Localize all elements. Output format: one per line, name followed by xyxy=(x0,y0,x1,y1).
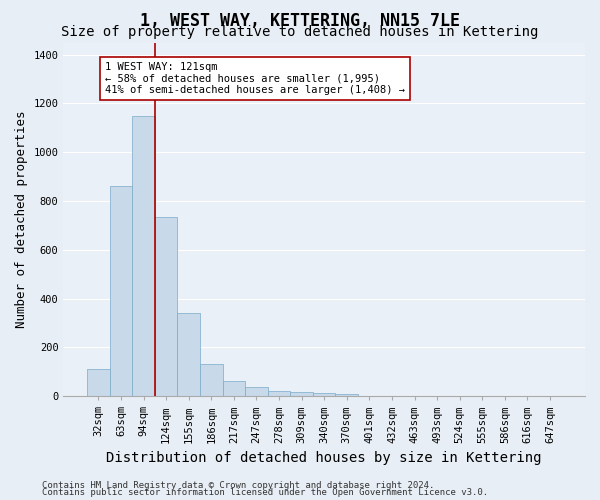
Bar xyxy=(335,394,358,396)
Text: Size of property relative to detached houses in Kettering: Size of property relative to detached ho… xyxy=(61,25,539,39)
Text: 1, WEST WAY, KETTERING, NN15 7LE: 1, WEST WAY, KETTERING, NN15 7LE xyxy=(140,12,460,30)
Bar xyxy=(87,370,110,396)
Y-axis label: Number of detached properties: Number of detached properties xyxy=(15,110,28,328)
Bar xyxy=(223,381,245,396)
Bar xyxy=(290,392,313,396)
Bar xyxy=(155,217,178,396)
Text: Contains public sector information licensed under the Open Government Licence v3: Contains public sector information licen… xyxy=(42,488,488,497)
Bar xyxy=(245,387,268,396)
Bar xyxy=(313,393,335,396)
Bar xyxy=(110,186,132,396)
Bar xyxy=(268,391,290,396)
Text: 1 WEST WAY: 121sqm
← 58% of detached houses are smaller (1,995)
41% of semi-deta: 1 WEST WAY: 121sqm ← 58% of detached hou… xyxy=(105,62,405,95)
Bar xyxy=(200,364,223,396)
X-axis label: Distribution of detached houses by size in Kettering: Distribution of detached houses by size … xyxy=(106,451,542,465)
Bar xyxy=(132,116,155,396)
Bar xyxy=(178,313,200,396)
Text: Contains HM Land Registry data © Crown copyright and database right 2024.: Contains HM Land Registry data © Crown c… xyxy=(42,480,434,490)
